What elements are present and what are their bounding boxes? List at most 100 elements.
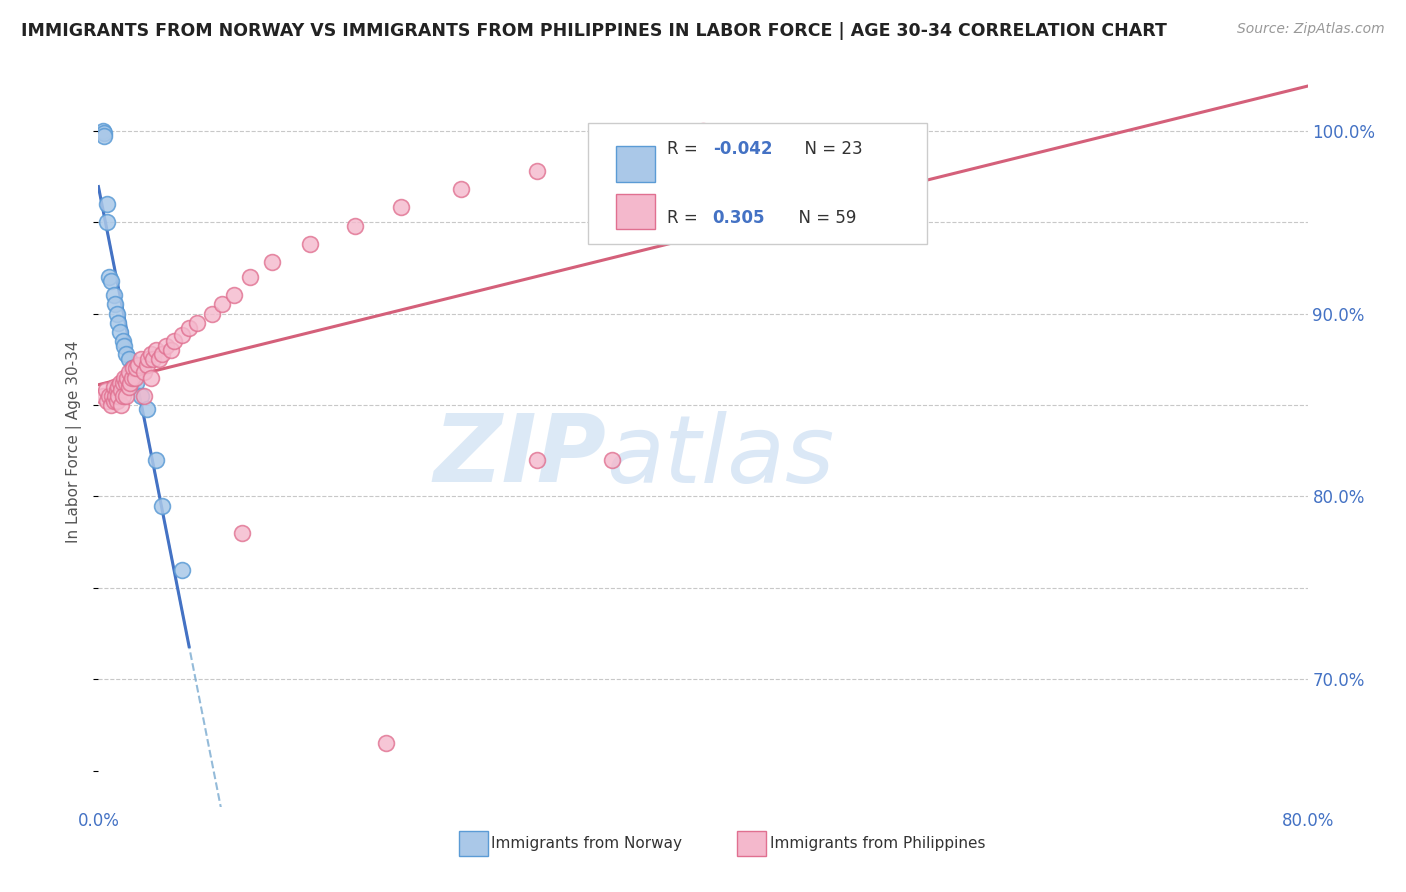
Point xyxy=(104,389,127,403)
Y-axis label: In Labor Force | Age 30-34: In Labor Force | Age 30-34 xyxy=(66,340,83,543)
Point xyxy=(141,370,163,384)
Point xyxy=(111,334,134,348)
Point xyxy=(150,499,173,513)
Point xyxy=(224,288,246,302)
Point xyxy=(91,389,114,403)
Point xyxy=(125,361,148,376)
Point xyxy=(98,269,121,284)
Point xyxy=(100,398,122,412)
Point xyxy=(112,339,135,353)
Point xyxy=(231,525,253,540)
Point xyxy=(96,394,118,409)
Point xyxy=(132,365,155,379)
Point xyxy=(135,358,157,372)
Point xyxy=(602,453,624,467)
Point xyxy=(170,328,193,343)
FancyBboxPatch shape xyxy=(737,831,766,856)
Text: atlas: atlas xyxy=(606,410,835,501)
FancyBboxPatch shape xyxy=(588,123,927,244)
Point xyxy=(105,384,128,398)
Point xyxy=(186,316,208,330)
Text: Immigrants from Norway: Immigrants from Norway xyxy=(492,837,682,851)
Point xyxy=(118,352,141,367)
Point xyxy=(104,297,127,311)
Point xyxy=(262,255,284,269)
Point xyxy=(121,370,143,384)
Point xyxy=(107,316,129,330)
Point xyxy=(129,389,152,403)
Point xyxy=(114,376,136,390)
Point xyxy=(129,352,152,367)
Point xyxy=(125,376,148,390)
Point xyxy=(145,453,167,467)
Point xyxy=(118,380,141,394)
Point xyxy=(103,380,125,394)
Point xyxy=(170,562,193,576)
FancyBboxPatch shape xyxy=(616,194,655,229)
Text: 0.305: 0.305 xyxy=(713,210,765,227)
Point xyxy=(163,334,186,348)
Point xyxy=(112,370,135,384)
Point xyxy=(111,376,134,390)
Point xyxy=(118,365,141,379)
Point xyxy=(93,126,115,140)
Point xyxy=(692,123,714,137)
Point xyxy=(91,123,114,137)
Point xyxy=(120,376,142,390)
Point xyxy=(108,325,131,339)
Point xyxy=(96,196,118,211)
Point xyxy=(105,306,128,320)
Point xyxy=(160,343,183,357)
Point xyxy=(114,347,136,361)
Point xyxy=(111,389,134,403)
Point xyxy=(239,269,262,284)
Point xyxy=(122,361,145,376)
Point xyxy=(155,339,177,353)
Point xyxy=(148,352,170,367)
Point xyxy=(108,376,131,390)
Point xyxy=(107,380,129,394)
Point xyxy=(374,736,396,750)
Point xyxy=(110,398,132,412)
Point xyxy=(103,394,125,409)
Point xyxy=(179,321,201,335)
Point xyxy=(94,384,117,398)
Text: IMMIGRANTS FROM NORWAY VS IMMIGRANTS FROM PHILIPPINES IN LABOR FORCE | AGE 30-34: IMMIGRANTS FROM NORWAY VS IMMIGRANTS FRO… xyxy=(21,22,1167,40)
FancyBboxPatch shape xyxy=(616,145,655,181)
Point xyxy=(93,129,115,144)
Point xyxy=(141,347,163,361)
Point xyxy=(142,352,165,367)
Text: R =: R = xyxy=(666,140,703,158)
Point xyxy=(201,306,224,320)
Point xyxy=(150,347,173,361)
Text: Immigrants from Philippines: Immigrants from Philippines xyxy=(769,837,986,851)
Point xyxy=(389,201,412,215)
Point xyxy=(101,389,124,403)
Point xyxy=(211,297,233,311)
Point xyxy=(145,343,167,357)
Point xyxy=(105,394,128,409)
Point xyxy=(110,384,132,398)
Point xyxy=(115,370,138,384)
Text: Source: ZipAtlas.com: Source: ZipAtlas.com xyxy=(1237,22,1385,37)
Text: -0.042: -0.042 xyxy=(713,140,772,158)
Point xyxy=(127,358,149,372)
Point xyxy=(114,389,136,403)
Text: ZIP: ZIP xyxy=(433,410,606,502)
Point xyxy=(602,145,624,160)
Point xyxy=(96,215,118,229)
Point xyxy=(103,288,125,302)
Point xyxy=(124,370,146,384)
Point xyxy=(299,237,322,252)
Text: N = 23: N = 23 xyxy=(794,140,862,158)
Point xyxy=(100,274,122,288)
FancyBboxPatch shape xyxy=(458,831,488,856)
Point xyxy=(98,389,121,403)
Point xyxy=(136,352,159,367)
Point xyxy=(121,361,143,376)
Point xyxy=(132,389,155,403)
Point xyxy=(135,401,157,416)
Point xyxy=(450,182,472,196)
Text: N = 59: N = 59 xyxy=(787,210,856,227)
Point xyxy=(107,389,129,403)
